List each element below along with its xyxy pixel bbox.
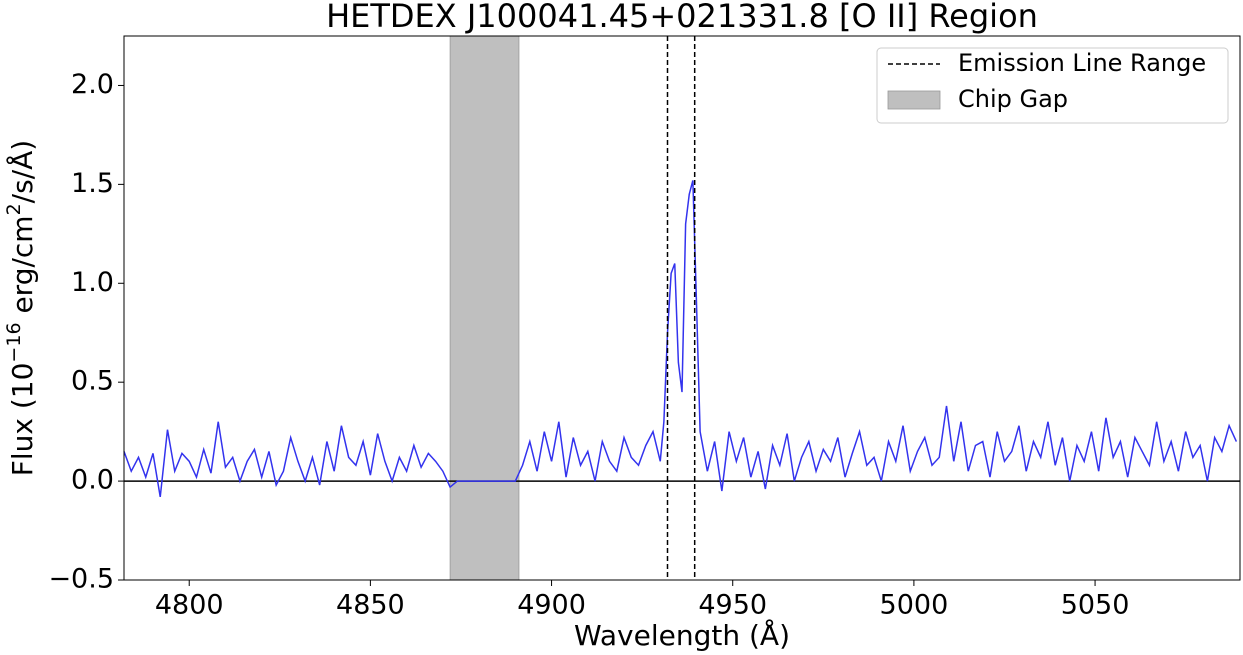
plot-frame — [123, 35, 1241, 581]
y-label-part: /s/Å) — [5, 140, 39, 204]
chart-title: HETDEX J100041.45+021331.8 [O II] Region — [326, 0, 1038, 35]
y-tick-label: 0.5 — [71, 366, 114, 397]
y-tick-label: 1.5 — [71, 168, 114, 199]
legend-label: Chip Gap — [958, 85, 1068, 113]
legend-box — [876, 47, 1229, 124]
spectrum-line — [123, 180, 1238, 498]
y-label-sup: −16 — [3, 322, 25, 362]
y-tick-label: −0.5 — [48, 564, 114, 595]
x-tick-label: 5000 — [880, 590, 949, 621]
x-tick-label: 5050 — [1061, 590, 1130, 621]
legend-swatch — [887, 90, 941, 110]
x-tick-label: 4850 — [336, 590, 405, 621]
y-tick-label: 2.0 — [71, 69, 114, 100]
y-tick-label: 0.0 — [71, 465, 114, 496]
x-tick-label: 4950 — [698, 590, 767, 621]
x-axis-label: Wavelength (Å) — [574, 618, 790, 652]
x-tick-label: 4800 — [155, 590, 224, 621]
legend-label: Emission Line Range — [958, 49, 1206, 77]
x-tick-label: 4900 — [517, 590, 586, 621]
y-label-part: Flux (10 — [6, 363, 39, 477]
y-axis-label: Flux (10−16 erg/cm2/s/Å) — [3, 140, 40, 476]
y-label-part: erg/cm — [6, 215, 39, 322]
y-tick-label: 1.0 — [71, 267, 114, 298]
chip-gap — [449, 35, 520, 581]
y-label-sup: 2 — [3, 203, 25, 215]
